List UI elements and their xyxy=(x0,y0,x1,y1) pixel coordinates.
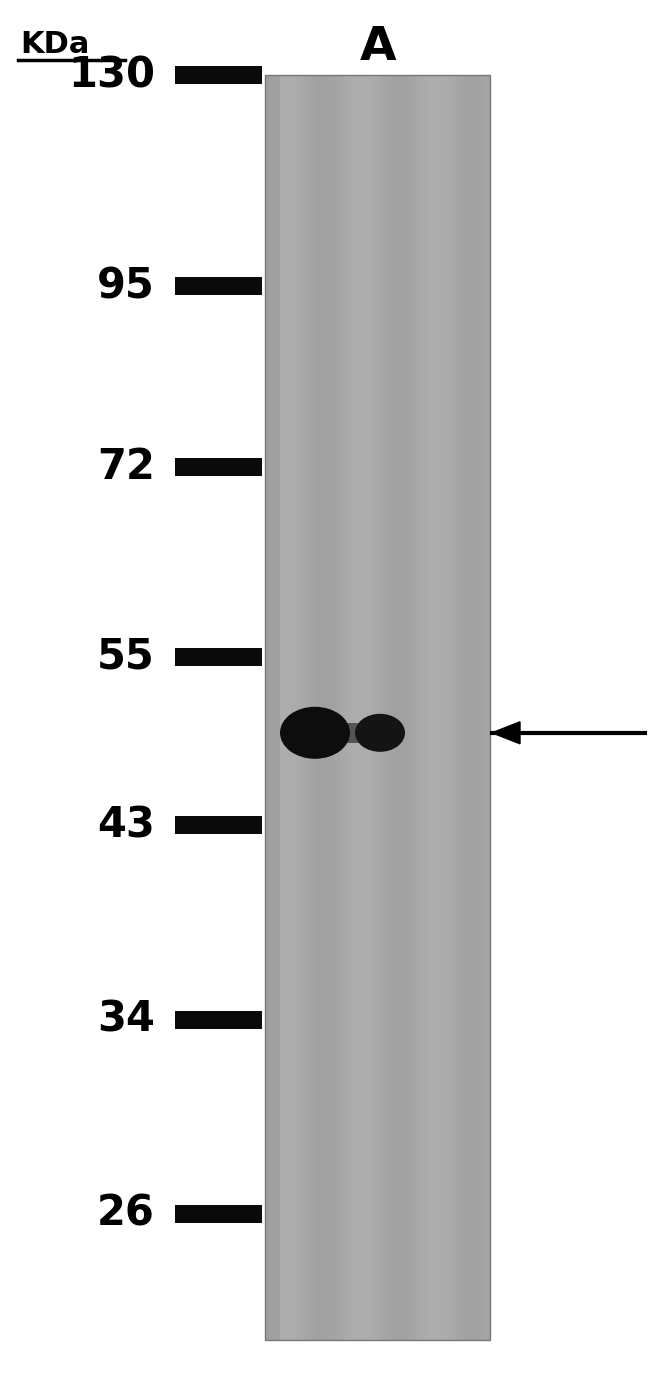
Ellipse shape xyxy=(280,706,350,759)
Bar xyxy=(445,75,448,1340)
Bar xyxy=(314,75,317,1340)
Text: 95: 95 xyxy=(98,265,155,308)
Text: 130: 130 xyxy=(68,54,155,96)
Bar xyxy=(302,75,306,1340)
Bar xyxy=(329,75,333,1340)
Bar xyxy=(317,75,321,1340)
Text: KDa: KDa xyxy=(20,31,90,59)
Bar xyxy=(291,75,295,1340)
Bar xyxy=(448,75,452,1340)
Bar xyxy=(366,75,370,1340)
Bar xyxy=(359,75,363,1340)
Bar xyxy=(441,75,445,1340)
Bar xyxy=(348,75,351,1340)
Bar xyxy=(355,75,359,1340)
Text: 72: 72 xyxy=(97,446,155,488)
Bar xyxy=(471,75,475,1340)
Bar xyxy=(175,1011,262,1029)
Bar xyxy=(272,75,276,1340)
Bar xyxy=(310,723,385,742)
Bar xyxy=(175,458,262,476)
Text: 43: 43 xyxy=(97,804,155,846)
Bar xyxy=(389,75,393,1340)
Bar xyxy=(426,75,430,1340)
Bar xyxy=(374,75,378,1340)
Bar xyxy=(287,75,291,1340)
Bar xyxy=(175,816,262,834)
Bar xyxy=(434,75,437,1340)
Bar xyxy=(336,75,340,1340)
Bar xyxy=(265,75,490,1340)
Bar xyxy=(422,75,426,1340)
Bar xyxy=(382,75,385,1340)
Bar xyxy=(437,75,441,1340)
Bar xyxy=(280,75,284,1340)
Bar xyxy=(306,75,310,1340)
Text: 55: 55 xyxy=(98,635,155,678)
Ellipse shape xyxy=(355,713,405,752)
Bar xyxy=(284,75,287,1340)
Bar xyxy=(344,75,348,1340)
Bar xyxy=(408,75,411,1340)
Bar xyxy=(276,75,280,1340)
Text: 34: 34 xyxy=(97,999,155,1041)
Bar xyxy=(419,75,422,1340)
Bar xyxy=(175,277,262,295)
Bar xyxy=(452,75,456,1340)
Bar xyxy=(385,75,389,1340)
Bar xyxy=(340,75,344,1340)
Bar xyxy=(175,1205,262,1223)
Text: 26: 26 xyxy=(97,1192,155,1234)
Bar xyxy=(467,75,471,1340)
Bar xyxy=(265,75,268,1340)
Bar xyxy=(175,65,262,84)
Bar xyxy=(370,75,374,1340)
Bar xyxy=(295,75,299,1340)
Bar xyxy=(378,75,382,1340)
Text: A: A xyxy=(359,25,396,71)
Bar xyxy=(415,75,419,1340)
Bar xyxy=(321,75,325,1340)
Bar xyxy=(175,648,262,666)
Bar xyxy=(351,75,355,1340)
Bar xyxy=(268,75,272,1340)
Bar xyxy=(430,75,434,1340)
Bar xyxy=(482,75,486,1340)
Bar xyxy=(411,75,415,1340)
Bar xyxy=(486,75,490,1340)
Bar xyxy=(456,75,460,1340)
Bar xyxy=(265,75,280,1340)
Bar xyxy=(310,75,314,1340)
Bar xyxy=(463,75,467,1340)
Bar xyxy=(333,75,336,1340)
Polygon shape xyxy=(492,722,520,744)
Bar xyxy=(404,75,408,1340)
Bar xyxy=(299,75,302,1340)
Bar xyxy=(400,75,404,1340)
Bar xyxy=(479,75,482,1340)
Bar xyxy=(325,75,329,1340)
Bar xyxy=(460,75,463,1340)
Bar xyxy=(475,75,479,1340)
Bar xyxy=(363,75,366,1340)
Bar xyxy=(396,75,400,1340)
Bar xyxy=(393,75,396,1340)
Bar xyxy=(265,75,490,1340)
